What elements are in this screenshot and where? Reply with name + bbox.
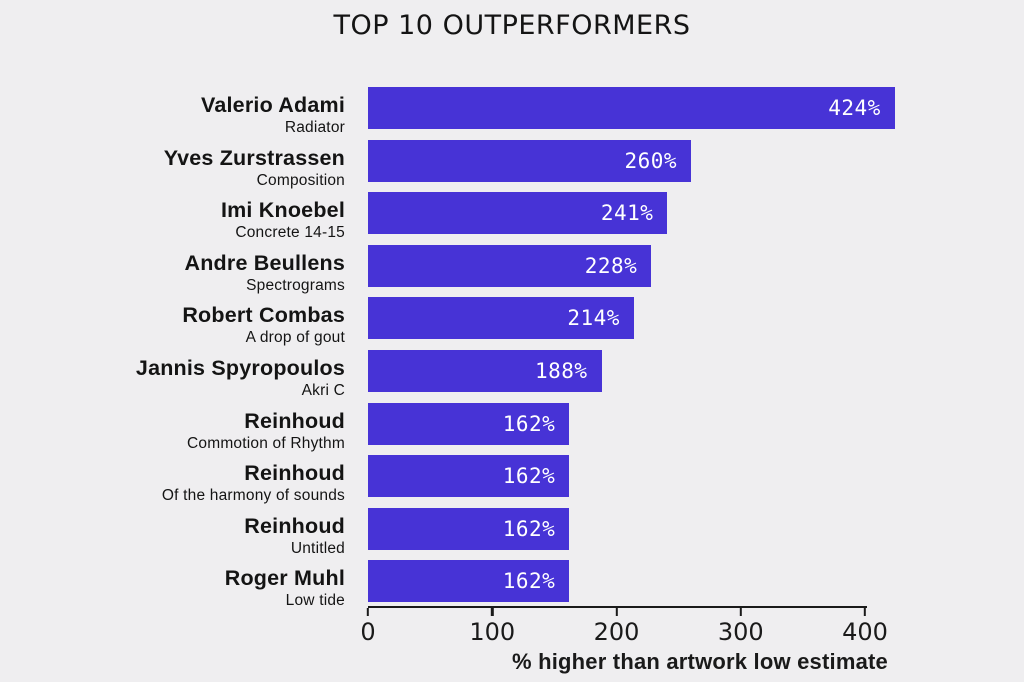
bar-artist-name: Yves Zurstrassen <box>163 145 345 170</box>
bar-artist-name: Reinhoud <box>244 513 345 538</box>
bar-row: Jannis Spyropoulos Akri C 188% <box>0 345 1024 399</box>
x-axis-title: % higher than artwork low estimate <box>512 649 888 674</box>
bar-row: Andre Beullens Spectrograms 228% <box>0 240 1024 294</box>
bar-artist-name: Andre Beullens <box>184 250 345 275</box>
chart-title: TOP 10 OUTPERFORMERS <box>333 10 691 41</box>
bar-rows: Valerio Adami Radiator 424% Yves Zurstra… <box>0 82 1024 609</box>
bar-artwork-name: Of the harmony of sounds <box>161 487 345 505</box>
bar-row: Reinhoud Untitled 162% <box>0 502 1024 557</box>
bar-artwork-name: Akri C <box>301 382 345 399</box>
bar-row-label: Reinhoud Untitled <box>0 509 345 562</box>
bar-value-label: 424% <box>828 96 881 121</box>
bar: 241% <box>368 192 668 235</box>
x-axis-tick-label: 300 <box>717 618 764 646</box>
bar-row-label: Jannis Spyropoulos Akri C <box>0 352 345 405</box>
bar-row: Yves Zurstrassen Composition 260% <box>0 135 1024 189</box>
x-axis-tick-label: 100 <box>469 618 516 646</box>
bar-row-label: Robert Combas A drop of gout <box>0 299 345 352</box>
bar-row-label: Andre Beullens Spectrograms <box>0 247 345 300</box>
x-axis-tick-mark <box>491 608 494 616</box>
bar: 188% <box>368 350 602 393</box>
bar-artwork-name: Concrete 14-15 <box>235 224 345 242</box>
bar-row-label: Reinhoud Commotion of Rhythm <box>0 404 345 457</box>
bar-artwork-name: Radiator <box>284 119 345 137</box>
bar-artist-name: Imi Knoebel <box>220 198 345 223</box>
bar-artist-name: Valerio Adami <box>201 93 345 118</box>
bar-value-label: 162% <box>502 411 556 436</box>
bar-artwork-name: A drop of gout <box>245 329 345 347</box>
x-axis-tick-mark <box>863 608 867 616</box>
bar-artwork-name: Spectrograms <box>246 276 345 294</box>
bar-value-label: 162% <box>502 464 556 489</box>
bar-row: Imi Knoebel Concrete 14-15 241% <box>0 187 1024 241</box>
x-axis-tick-mark <box>366 608 370 616</box>
bar-row-label: Valerio Adami Radiator <box>0 89 345 142</box>
x-axis-line <box>368 606 867 609</box>
x-axis-tick-label: 0 <box>360 618 376 646</box>
bar-row-label: Reinhoud Of the harmony of sounds <box>0 457 345 510</box>
bar-row-label: Yves Zurstrassen Composition <box>0 142 345 195</box>
bar-artwork-name: Commotion of Rhythm <box>187 434 345 452</box>
bar-row: Reinhoud Of the harmony of sounds 162% <box>0 450 1024 504</box>
bar: 214% <box>368 297 634 340</box>
bar-row: Robert Combas A drop of gout 214% <box>0 292 1024 346</box>
bar-row-label: Roger Muhl Low tide <box>0 562 345 615</box>
bar-value-label: 228% <box>584 253 638 278</box>
bar: 162% <box>368 402 570 445</box>
bar-value-label: 188% <box>535 359 588 384</box>
bar-value-label: 162% <box>502 516 556 541</box>
bar-artist-name: Robert Combas <box>182 303 345 328</box>
x-axis-tick-mark <box>739 608 742 616</box>
x-axis-tick-label: 200 <box>593 618 640 646</box>
bar-value-label: 162% <box>502 569 556 594</box>
bar-artwork-name: Untitled <box>290 539 345 557</box>
bar: 162% <box>368 455 570 498</box>
bar-row: Reinhoud Commotion of Rhythm 162% <box>0 397 1024 452</box>
bar-value-label: 260% <box>624 148 678 173</box>
bar-artist-name: Reinhoud <box>244 408 345 433</box>
bar: 162% <box>368 507 570 550</box>
bar-row: Roger Muhl Low tide 162% <box>0 555 1024 609</box>
bar: 162% <box>368 560 570 603</box>
bar-value-label: 214% <box>567 306 620 331</box>
bar-artwork-name: Composition <box>256 171 345 189</box>
x-axis-tick-mark <box>615 608 618 616</box>
bar-artist-name: Roger Muhl <box>224 566 345 591</box>
x-axis-tick-label: 400 <box>842 618 888 646</box>
bar-value-label: 241% <box>600 201 654 226</box>
bar-artist-name: Jannis Spyropoulos <box>135 356 345 380</box>
bar: 424% <box>368 87 895 130</box>
bar: 260% <box>368 139 692 182</box>
bar: 228% <box>368 244 652 287</box>
bar-row: Valerio Adami Radiator 424% <box>0 82 1024 136</box>
bar-artwork-name: Low tide <box>285 592 345 610</box>
bar-row-label: Imi Knoebel Concrete 14-15 <box>0 194 345 247</box>
bar-artist-name: Reinhoud <box>244 461 345 486</box>
